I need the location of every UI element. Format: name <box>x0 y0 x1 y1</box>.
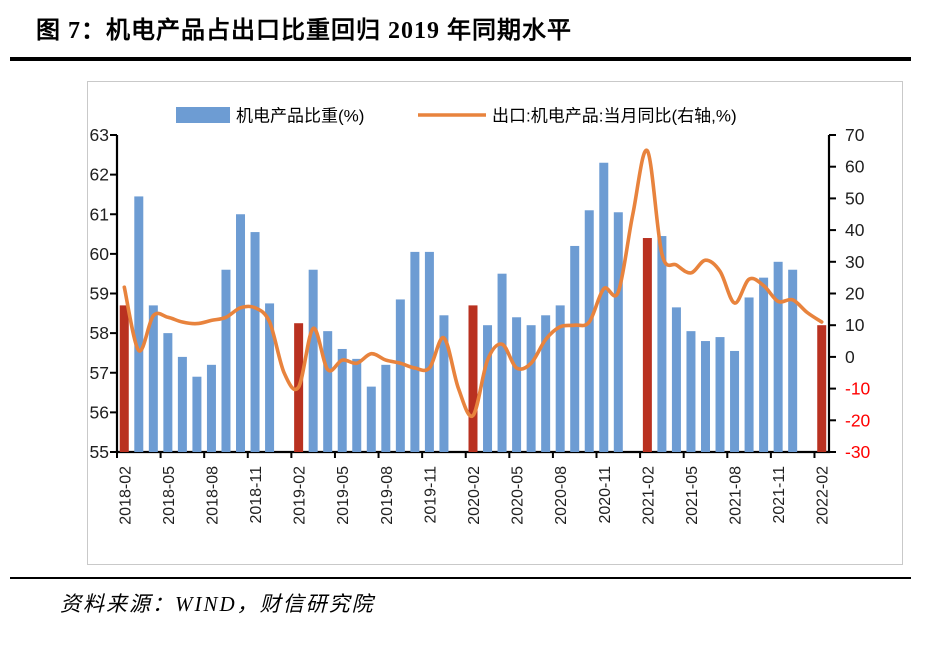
x-axis-label: 2021-08 <box>728 466 745 525</box>
bar <box>308 269 318 452</box>
bar <box>686 331 696 452</box>
bar-february <box>817 325 827 452</box>
left-axis-label: 58 <box>90 323 109 343</box>
bar <box>497 273 507 452</box>
x-axis-label: 2020-11 <box>597 466 614 524</box>
bar <box>773 261 783 452</box>
x-axis-label: 2018-02 <box>117 466 134 525</box>
x-axis-label: 2019-11 <box>422 466 439 524</box>
bar <box>715 337 725 452</box>
x-axis-label: 2018-05 <box>161 466 178 525</box>
bar <box>788 269 798 452</box>
bar <box>395 299 405 452</box>
bar <box>206 364 216 452</box>
bar <box>177 356 187 452</box>
left-axis-label: 56 <box>90 402 109 422</box>
bar-february <box>642 238 652 452</box>
left-axis-label: 55 <box>90 442 109 462</box>
bar <box>148 305 158 452</box>
left-axis-label: 57 <box>90 363 109 383</box>
bar <box>744 297 754 452</box>
x-axis-label: 2021-02 <box>640 466 657 525</box>
right-axis-label: -30 <box>845 442 871 462</box>
bar <box>555 305 565 452</box>
bar <box>424 251 434 452</box>
bar <box>410 251 420 452</box>
right-axis-label: 60 <box>845 157 865 177</box>
bar <box>730 350 740 452</box>
bar <box>439 315 449 452</box>
bar <box>512 317 522 452</box>
x-axis-label: 2020-08 <box>553 466 570 525</box>
bar <box>337 348 347 452</box>
left-axis-label: 62 <box>90 165 109 185</box>
x-axis-label: 2019-05 <box>335 466 352 525</box>
legend-bar-swatch <box>176 107 230 123</box>
left-axis-label: 59 <box>90 284 109 304</box>
bar <box>366 386 376 452</box>
bar <box>657 236 667 452</box>
figure-title: 图 7：机电产品占出口比重回归 2019 年同期水平 <box>36 18 572 44</box>
legend-bar-label: 机电产品比重(%) <box>236 107 364 126</box>
bar <box>163 333 173 452</box>
right-axis-label: 40 <box>845 220 865 240</box>
x-axis-label: 2021-05 <box>684 466 701 525</box>
chart-panel: 机电产品比重(%) 出口:机电产品:当月同比(右轴,%) 55 56 57 58 59 60 6… <box>87 81 903 565</box>
x-axis-label: 2021-11 <box>771 466 788 524</box>
bar <box>352 358 362 452</box>
combo-chart: 机电产品比重(%) 出口:机电产品:当月同比(右轴,%) 55 56 57 58 59 60 6… <box>90 107 871 525</box>
x-axis-label: 2019-08 <box>379 466 396 525</box>
x-axis-label: 2018-08 <box>204 466 221 525</box>
bar <box>526 325 536 452</box>
x-axis-label: 2020-02 <box>466 466 483 525</box>
bar <box>250 232 260 452</box>
bar <box>570 245 580 452</box>
title-divider <box>10 57 911 61</box>
bar <box>700 341 710 452</box>
right-axis-label: 70 <box>845 125 865 145</box>
left-axis-label: 60 <box>90 244 110 264</box>
bar-february <box>119 305 129 452</box>
yoy-line <box>122 148 824 419</box>
bar <box>671 307 681 452</box>
right-axis-label: 50 <box>845 188 865 208</box>
bar <box>381 364 391 452</box>
right-axis-label: 10 <box>845 315 865 335</box>
left-axis-label: 63 <box>90 125 109 145</box>
bar <box>599 162 609 453</box>
bar <box>221 269 231 452</box>
right-axis-label: 0 <box>845 347 855 367</box>
left-axis-label: 61 <box>90 204 109 224</box>
bar <box>323 331 333 452</box>
bar <box>236 214 246 452</box>
bar <box>759 277 769 452</box>
right-axis-label: -20 <box>845 410 871 430</box>
bar <box>613 212 623 452</box>
bar <box>134 196 144 452</box>
x-axis-label: 2020-05 <box>510 466 527 525</box>
bar-february <box>468 305 478 452</box>
bar <box>483 325 493 452</box>
footer-divider <box>10 577 911 579</box>
source-note: 资料来源：WIND，财信研究院 <box>60 592 375 616</box>
bar <box>584 210 594 452</box>
bar <box>265 303 275 452</box>
legend-line-label: 出口:机电产品:当月同比(右轴,%) <box>492 107 737 126</box>
right-axis-label: 30 <box>845 252 865 272</box>
x-axis-label: 2018-11 <box>248 466 265 524</box>
bar <box>541 315 551 452</box>
right-axis-label: -10 <box>845 379 871 399</box>
x-axis-label: 2019-02 <box>292 466 309 525</box>
right-axis-label: 20 <box>845 284 865 304</box>
x-axis-label: 2022-02 <box>815 466 832 525</box>
bar <box>192 376 202 452</box>
